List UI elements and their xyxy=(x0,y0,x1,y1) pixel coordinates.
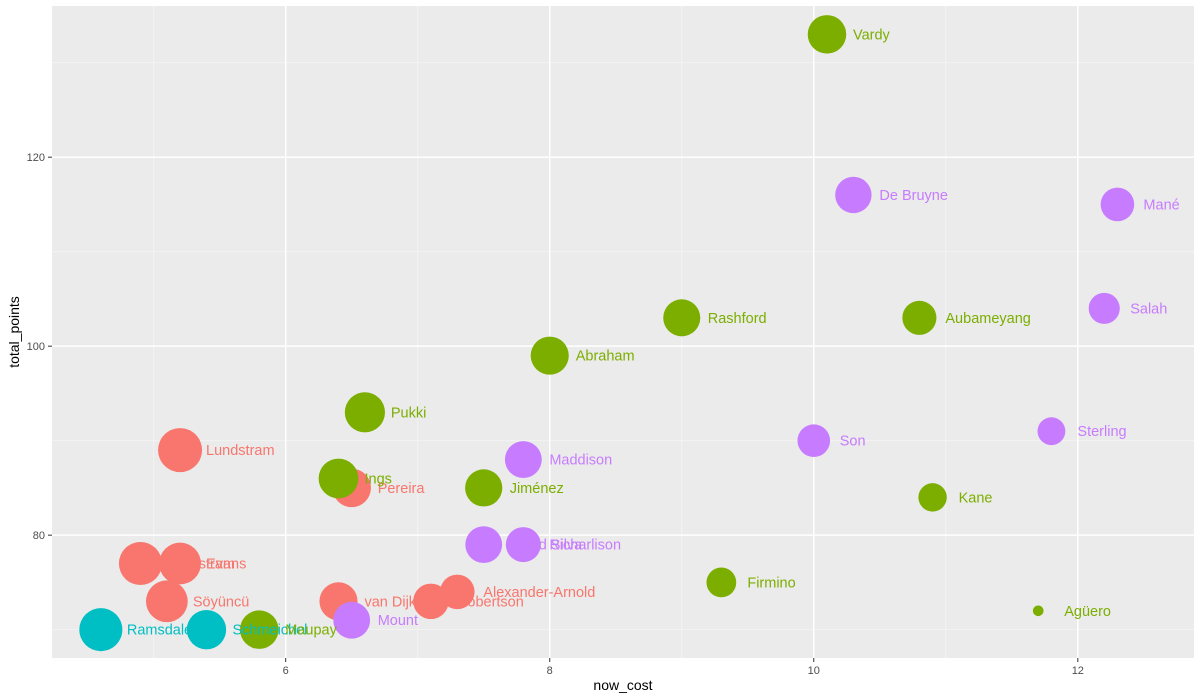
data-point xyxy=(186,609,227,650)
data-point xyxy=(663,299,701,337)
point-label: Lundstram xyxy=(206,443,275,459)
x-tick-label: 10 xyxy=(808,665,820,677)
data-point xyxy=(835,176,872,214)
x-tick-label: 12 xyxy=(1072,665,1084,677)
data-point xyxy=(159,542,201,585)
point-label: Son xyxy=(840,434,866,450)
data-point xyxy=(530,336,569,375)
point-labels: Vardy De Bruyne Mané Salah Rashford Aubameyan… xyxy=(127,27,1180,638)
point-label: Maddison xyxy=(549,453,612,469)
data-point xyxy=(504,441,542,478)
point-label: Alexander-Arnold xyxy=(483,585,595,601)
point-label: Sterling xyxy=(1077,424,1126,440)
point-label: Abraham xyxy=(576,349,635,365)
point-label: Maupay xyxy=(285,623,337,639)
data-point xyxy=(465,469,503,507)
point-label: van Dijk xyxy=(364,594,416,610)
data-point xyxy=(1032,605,1044,617)
data-points xyxy=(79,15,1135,652)
y-tick-label: 100 xyxy=(27,341,45,353)
data-point xyxy=(902,300,937,335)
point-label: Rashford xyxy=(708,311,767,327)
plot-panel xyxy=(52,6,1194,658)
point-label: Ramsdale xyxy=(127,623,192,639)
data-point xyxy=(807,15,847,54)
data-point xyxy=(1037,417,1066,446)
point-label: Ings xyxy=(364,471,391,487)
point-label: Schmeichel xyxy=(232,623,307,639)
point-label: Firmino xyxy=(747,575,795,591)
point-label: Evans xyxy=(206,557,246,573)
point-label: Pereira xyxy=(378,481,426,497)
data-point xyxy=(465,526,503,564)
data-point xyxy=(333,601,371,639)
point-label: Lundstram xyxy=(166,557,235,573)
point-label: Robertson xyxy=(457,594,524,610)
data-point xyxy=(706,567,737,598)
data-point xyxy=(344,392,385,433)
y-tick-label: 120 xyxy=(27,152,45,164)
y-axis-title: total_points xyxy=(6,296,22,368)
point-label: Mané xyxy=(1143,197,1179,213)
data-point xyxy=(918,483,947,512)
y-tick-label: 80 xyxy=(33,530,45,542)
y-axis: 80 100 120 xyxy=(27,152,52,542)
point-label: Kane xyxy=(959,490,993,506)
point-label: Mount xyxy=(378,613,418,629)
point-label: Söyüncü xyxy=(193,594,249,610)
point-label: Agüero xyxy=(1064,604,1111,620)
point-label: Pukki xyxy=(391,405,426,421)
data-point xyxy=(505,527,541,563)
data-point xyxy=(440,574,475,610)
point-label: De Bruyne xyxy=(879,188,948,204)
data-point xyxy=(1088,292,1120,324)
point-label: Jiménez xyxy=(510,481,564,497)
data-point xyxy=(413,583,449,620)
data-point xyxy=(118,541,162,586)
data-point xyxy=(145,580,188,623)
x-axis: 6 8 10 12 xyxy=(283,658,1084,677)
point-label: Salah xyxy=(1130,301,1167,317)
point-label: Aubameyang xyxy=(945,311,1030,327)
data-point xyxy=(797,424,831,457)
point-label: Vardy xyxy=(853,27,891,43)
data-point xyxy=(158,428,203,473)
x-axis-title: now_cost xyxy=(593,677,652,693)
point-label: David Silva xyxy=(510,538,583,554)
x-tick-label: 8 xyxy=(547,665,553,677)
data-point xyxy=(79,608,123,652)
major-gridlines xyxy=(52,6,1194,658)
data-point xyxy=(240,610,279,649)
point-label: Richarlison xyxy=(549,538,621,554)
data-point xyxy=(1100,187,1135,222)
x-tick-label: 6 xyxy=(283,665,289,677)
data-point xyxy=(318,458,359,499)
